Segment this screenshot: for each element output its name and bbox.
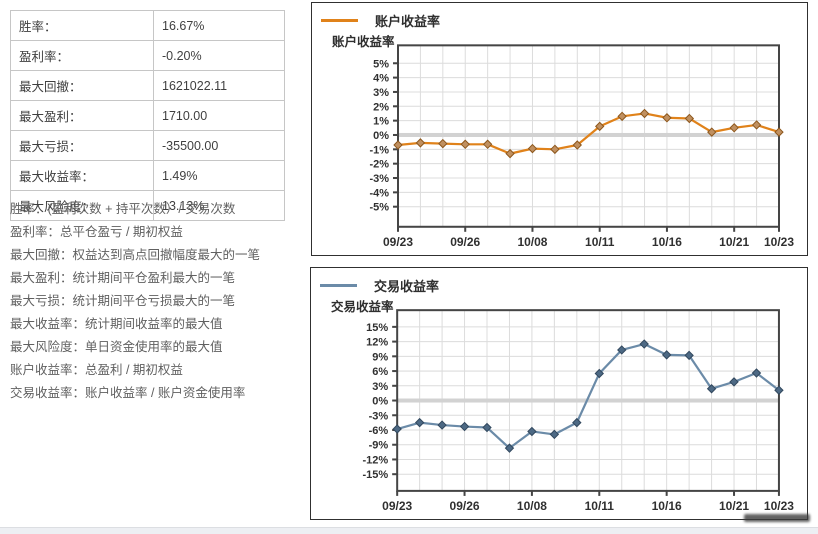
svg-text:09/26: 09/26: [450, 235, 480, 249]
svg-text:-6%: -6%: [369, 425, 389, 437]
svg-text:0%: 0%: [372, 396, 388, 408]
svg-text:10/08: 10/08: [517, 499, 547, 513]
definition-line: 盈利率：总平仓盈亏 / 期初权益: [10, 225, 183, 239]
svg-text:-5%: -5%: [369, 202, 389, 214]
stat-label: 盈利率：: [10, 40, 154, 71]
stat-value: 13.13%: [153, 190, 285, 221]
svg-text:-9%: -9%: [369, 440, 389, 452]
svg-text:10/23: 10/23: [764, 235, 794, 249]
svg-text:3%: 3%: [373, 87, 389, 99]
svg-text:0%: 0%: [373, 130, 389, 142]
stat-value: 1.49%: [153, 160, 285, 191]
svg-text:-12%: -12%: [362, 454, 388, 466]
stat-value: -35500.00: [153, 130, 285, 161]
svg-text:10/16: 10/16: [652, 499, 682, 513]
y-axis-title: 交易收益率: [331, 300, 394, 314]
account-return-legend: 账户收益率: [321, 12, 441, 29]
stat-label: 最大亏损：: [10, 130, 154, 161]
trade-return-chart: 15% 12% 9% 6% 3% 0% -3% -6% -9% -12% -15% 09/23 09/2…: [362, 309, 794, 513]
legend-line-swatch: [321, 18, 358, 22]
svg-text:10/11: 10/11: [585, 235, 615, 249]
svg-text:10/21: 10/21: [719, 235, 749, 249]
svg-text:1%: 1%: [373, 116, 389, 128]
stats-row: 胜率： 16.67%: [10, 10, 285, 41]
definition-line: 最大回撤：权益达到高点回撤幅度最大的一笔: [10, 248, 261, 262]
svg-text:09/23: 09/23: [383, 235, 413, 249]
stats-row: 最大亏损： -35500.00: [10, 130, 285, 161]
definition-line: 最大盈利：统计期间平仓盈利最大的一笔: [10, 271, 236, 285]
svg-text:09/26: 09/26: [450, 499, 480, 513]
svg-text:10/11: 10/11: [585, 499, 615, 513]
y-axis-title: 账户收益率: [332, 35, 395, 49]
svg-text:10/21: 10/21: [719, 499, 749, 513]
svg-text:-3%: -3%: [369, 173, 389, 185]
stat-value: -0.20%: [153, 40, 285, 71]
stat-label: 最大盈利：: [10, 100, 154, 131]
page-bottom-strip: [0, 527, 818, 534]
svg-text:-15%: -15%: [362, 469, 388, 481]
svg-text:-2%: -2%: [369, 159, 389, 171]
stats-row: 最大收益率： 1.49%: [10, 160, 285, 191]
stats-row: 最大风险度： 13.13%: [10, 190, 285, 221]
metric-definitions: 胜率：(盈利次数 + 持平次数）/ 交易次数 盈利率：总平仓盈亏 / 期初权益最大…: [10, 198, 310, 405]
trade-return-chart-panel: 交易收益率 交易收益率 15% 12% 9% 6% 3% 0% -3% -6% -9% -12% -…: [310, 267, 808, 520]
svg-text:9%: 9%: [372, 351, 388, 363]
stat-value: 1710.00: [153, 100, 285, 131]
stat-value: 16.67%: [153, 10, 285, 41]
svg-text:09/23: 09/23: [382, 499, 412, 513]
legend-label: 交易收益率: [374, 278, 440, 294]
stat-label: 最大收益率：: [10, 160, 154, 191]
stat-label: 最大风险度：: [10, 190, 154, 221]
svg-text:-3%: -3%: [369, 410, 389, 422]
stats-table: 胜率： 16.67% 盈利率： -0.20% 最大回撤： 1621022.11 最大盈利： 1…: [10, 10, 285, 221]
stat-label: 最大回撤：: [10, 70, 154, 101]
definition-line: 账户收益率：总盈利 / 期初权益: [10, 363, 183, 377]
svg-text:-4%: -4%: [369, 187, 389, 199]
stats-table-body: 胜率： 16.67% 盈利率： -0.20% 最大回撤： 1621022.11 最大盈利： 1…: [10, 10, 285, 221]
svg-text:3%: 3%: [372, 381, 388, 393]
definition-line: 交易收益率：账户收益率 / 账户资金使用率: [10, 386, 246, 400]
svg-text:15%: 15%: [366, 322, 388, 334]
legend-label: 账户收益率: [375, 13, 441, 29]
account-return-chart-panel: 账户收益率 账户收益率 5% 4% 3% 2% 1% 0% -1% -2% -3% -4% -5% 0…: [311, 2, 808, 256]
legend-line-swatch: [320, 283, 357, 287]
definition-line: 最大亏损：统计期间平仓亏损最大的一笔: [10, 294, 236, 308]
svg-text:5%: 5%: [373, 58, 389, 70]
svg-text:6%: 6%: [372, 366, 388, 378]
stats-row: 盈利率： -0.20%: [10, 40, 285, 71]
svg-text:4%: 4%: [373, 73, 389, 85]
svg-text:10/08: 10/08: [517, 235, 547, 249]
stats-row: 最大盈利： 1710.00: [10, 100, 285, 131]
definition-line: 胜率：(盈利次数 + 持平次数）/ 交易次数: [10, 202, 236, 216]
svg-text:-1%: -1%: [369, 144, 389, 156]
svg-text:12%: 12%: [366, 337, 388, 349]
definition-line: 最大收益率：统计期间收益率的最大值: [10, 317, 223, 331]
stats-row: 最大回撤： 1621022.11: [10, 70, 285, 101]
stat-value: 1621022.11: [153, 70, 285, 101]
definition-line: 最大风险度：单日资金使用率的最大值: [10, 340, 223, 354]
account-return-chart: 5% 4% 3% 2% 1% 0% -1% -2% -3% -4% -5% 09/23 09/26 10/…: [369, 44, 794, 249]
svg-text:10/16: 10/16: [652, 235, 682, 249]
svg-text:2%: 2%: [373, 101, 389, 113]
trade-return-legend: 交易收益率: [320, 277, 440, 294]
svg-text:10/23: 10/23: [764, 499, 794, 513]
watermark-smudge: [744, 514, 810, 522]
stat-label: 胜率：: [10, 10, 154, 41]
